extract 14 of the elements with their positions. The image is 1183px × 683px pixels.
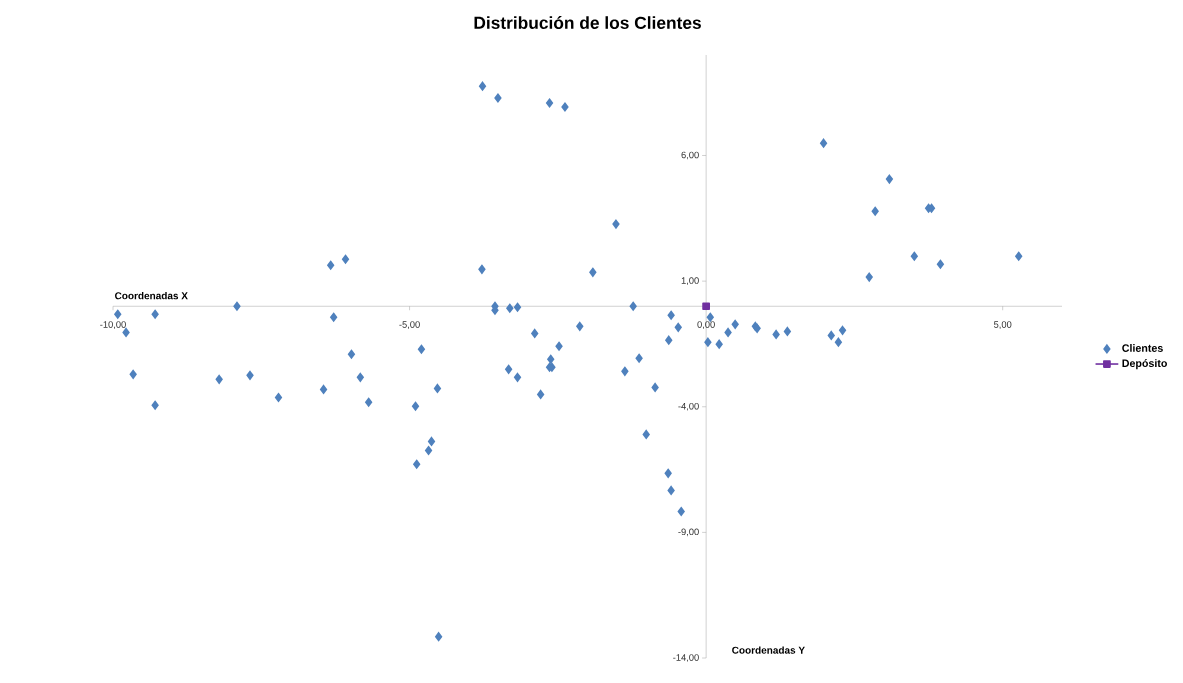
x-tick-label: 0,00 [697, 321, 715, 329]
y-tick-label: -9,00 [678, 528, 699, 537]
x-tick-label: -5,00 [399, 321, 420, 329]
y-tick-label: -4,00 [678, 402, 699, 411]
legend-label: Depósito [1122, 359, 1167, 370]
y-tick-label: 6,00 [681, 151, 699, 160]
y-axis-title: Coordenadas Y [732, 646, 805, 654]
y-tick-label: -14,00 [673, 654, 699, 662]
chart-title: Distribución de los Clientes [474, 16, 701, 29]
x-tick-label: -10,00 [100, 321, 126, 329]
x-tick-label: 5,00 [993, 321, 1012, 329]
legend-label: Clientes [1122, 344, 1163, 352]
x-axis-title: Coordenadas X [115, 291, 188, 300]
y-tick-label: 1,00 [681, 277, 699, 285]
